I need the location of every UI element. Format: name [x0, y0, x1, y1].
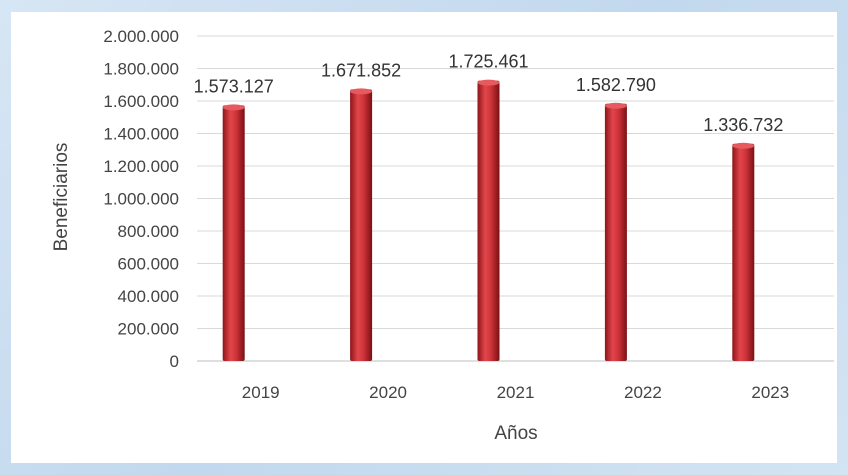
- data-label: 1.336.732: [703, 115, 783, 135]
- bar: [732, 143, 755, 361]
- bar: [350, 89, 373, 362]
- bar: [604, 103, 627, 361]
- bar: [477, 80, 500, 362]
- x-tick-label: 2023: [751, 383, 789, 402]
- y-axis-tick-labels: 0 200.000 400.000 600.000 800.000 1.000.000 1.…: [103, 27, 179, 371]
- data-label: 1.725.461: [448, 52, 528, 72]
- bar: [222, 105, 245, 362]
- bar-top-cap: [604, 102, 627, 109]
- y-tick-label: 600.000: [118, 255, 179, 274]
- y-tick-label: 2.000.000: [103, 27, 179, 46]
- data-labels: 1.573.127 1.671.852 1.725.461 1.582.790 1.33…: [194, 52, 784, 135]
- data-label: 1.582.790: [576, 75, 656, 95]
- y-tick-label: 1.200.000: [103, 157, 179, 176]
- x-tick-label: 2019: [242, 383, 280, 402]
- y-tick-label: 800.000: [118, 222, 179, 241]
- y-tick-label: 200.000: [118, 320, 179, 339]
- bars: [222, 79, 755, 362]
- y-axis-title: Beneficiarios: [51, 143, 72, 252]
- x-tick-label: 2020: [369, 383, 407, 402]
- y-tick-label: 1.600.000: [103, 92, 179, 111]
- bar-top-cap: [350, 88, 373, 95]
- y-tick-label: 1.000.000: [103, 190, 179, 209]
- x-axis-title: Años: [494, 423, 537, 444]
- x-tick-label: 2022: [624, 383, 662, 402]
- y-tick-label: 1.800.000: [103, 60, 179, 79]
- gridlines: [197, 35, 834, 362]
- bar-top-cap: [477, 79, 500, 86]
- chart-area: [11, 12, 837, 463]
- y-tick-label: 1.400.000: [103, 125, 179, 144]
- data-label: 1.671.852: [321, 60, 401, 80]
- data-label: 1.573.127: [194, 76, 274, 96]
- x-axis-tick-labels: 2019 2020 2021 2022 2023: [242, 383, 789, 402]
- bar-top-cap: [732, 142, 755, 149]
- x-tick-label: 2021: [497, 383, 535, 402]
- bar-top-cap: [222, 104, 245, 111]
- y-tick-label: 400.000: [118, 287, 179, 306]
- y-tick-label: 0: [170, 352, 179, 371]
